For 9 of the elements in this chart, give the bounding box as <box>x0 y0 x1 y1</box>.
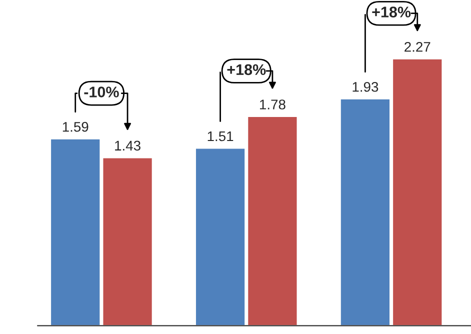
annotation: -10% <box>84 86 119 98</box>
data-label: 2.27 <box>404 42 430 52</box>
data-label: 1.51 <box>208 131 234 142</box>
data-label: 1.93 <box>352 82 378 92</box>
text: +18% <box>372 6 411 18</box>
data-label: 1.43 <box>115 140 140 151</box>
data-label: 1.78 <box>260 100 286 110</box>
annotation: +18% <box>227 64 266 76</box>
data-label: 1.59 <box>62 122 88 132</box>
